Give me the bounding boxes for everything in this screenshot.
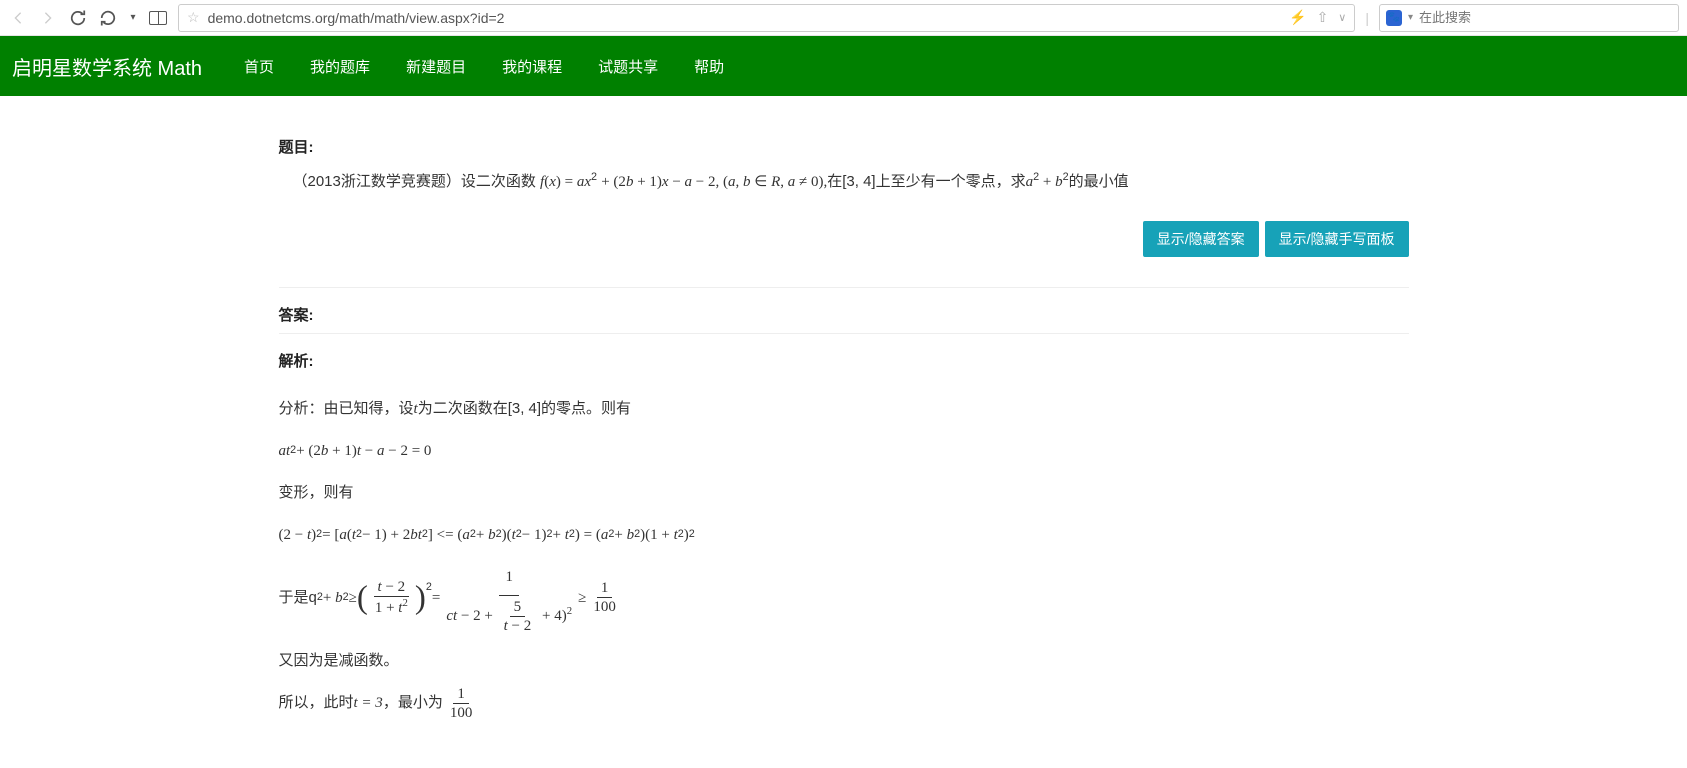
- answer-section: 答案:: [279, 287, 1409, 325]
- nav-new-question[interactable]: 新建题目: [402, 50, 470, 83]
- analysis-line-7: 所以，此时 t = 3 ，最小为 1 100: [279, 685, 1409, 722]
- q-tail1: + (2b + 1)x − a − 2, (a, b ∈ R, a ≠ 0),: [601, 174, 827, 190]
- lightning-icon[interactable]: ⚡: [1289, 9, 1306, 26]
- q-tail: 的最小值: [1069, 173, 1129, 190]
- separator: |: [1365, 10, 1369, 26]
- nav-my-courses[interactable]: 我的课程: [498, 50, 566, 83]
- undo-dropdown-icon[interactable]: ▾: [128, 8, 138, 28]
- analysis-line-2: at2 + (2b + 1)t − a − 2 = 0: [279, 433, 1409, 469]
- toggle-answer-button[interactable]: 显示/隐藏答案: [1143, 221, 1259, 257]
- answer-label: 答案:: [279, 304, 1409, 325]
- analysis-line-4: (2 − t)2 = [a(t2 − 1) + 2bt2] <= (a2 + b…: [279, 517, 1409, 553]
- nav-share[interactable]: 试题共享: [594, 50, 662, 83]
- baidu-paw-icon: 🐾: [1386, 10, 1402, 26]
- q-mid: 在[3, 4]上至少有一个零点，求: [827, 173, 1025, 190]
- search-input[interactable]: [1419, 10, 1672, 25]
- analysis-line-5: 于是q2 + b2 ≥ ( t − 2 1 + t2 )2 = 1 ct − 2…: [279, 559, 1409, 637]
- analysis-line-3: 变形，则有: [279, 475, 1409, 511]
- search-dropdown-icon[interactable]: ▾: [1408, 12, 1413, 23]
- analysis-label: 解析:: [279, 350, 1409, 371]
- nav-help[interactable]: 帮助: [690, 50, 728, 83]
- q-prefix: （2013浙江数学竞赛题）设二次函数: [293, 173, 536, 190]
- browser-search-box[interactable]: 🐾 ▾: [1379, 4, 1679, 32]
- question-body: （2013浙江数学竞赛题）设二次函数 f(x) = ax2 + (2b + 1)…: [279, 165, 1409, 215]
- analysis-body: 分析：由已知得，设t为二次函数在[3, 4]的零点。则有 at2 + (2b +…: [279, 379, 1409, 722]
- dropdown-icon[interactable]: ∨: [1338, 11, 1346, 24]
- forward-button[interactable]: [38, 8, 58, 28]
- button-row: 显示/隐藏答案 显示/隐藏手写面板: [279, 221, 1409, 257]
- question-label: 题目:: [279, 136, 1409, 157]
- share-icon[interactable]: ⇧: [1317, 9, 1329, 26]
- address-bar[interactable]: ☆ demo.dotnetcms.org/math/math/view.aspx…: [178, 4, 1355, 32]
- reader-mode-button[interactable]: [148, 8, 168, 28]
- back-button[interactable]: [8, 8, 28, 28]
- browser-toolbar: ▾ ☆ demo.dotnetcms.org/math/math/view.as…: [0, 0, 1687, 36]
- nav-home[interactable]: 首页: [240, 50, 278, 83]
- undo-button[interactable]: [98, 8, 118, 28]
- refresh-button[interactable]: [68, 8, 88, 28]
- url-text: demo.dotnetcms.org/math/math/view.aspx?i…: [208, 10, 1282, 26]
- toggle-board-button[interactable]: 显示/隐藏手写面板: [1265, 221, 1409, 257]
- site-header: 启明星数学系统 Math 首页 我的题库 新建题目 我的课程 试题共享 帮助: [0, 36, 1687, 96]
- main-content: 题目: （2013浙江数学竞赛题）设二次函数 f(x) = ax2 + (2b …: [259, 96, 1429, 768]
- bookmark-star-icon[interactable]: ☆: [187, 9, 200, 26]
- analysis-section: 解析: 分析：由已知得，设t为二次函数在[3, 4]的零点。则有 at2 + (…: [279, 333, 1409, 722]
- nav-my-bank[interactable]: 我的题库: [306, 50, 374, 83]
- analysis-line-6: 又因为是减函数。: [279, 643, 1409, 679]
- analysis-line-1: 分析：由已知得，设t为二次函数在[3, 4]的零点。则有: [279, 391, 1409, 427]
- site-brand: 启明星数学系统 Math: [12, 52, 202, 81]
